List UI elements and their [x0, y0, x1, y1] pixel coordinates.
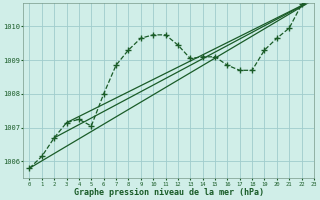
X-axis label: Graphe pression niveau de la mer (hPa): Graphe pression niveau de la mer (hPa) — [74, 188, 264, 197]
